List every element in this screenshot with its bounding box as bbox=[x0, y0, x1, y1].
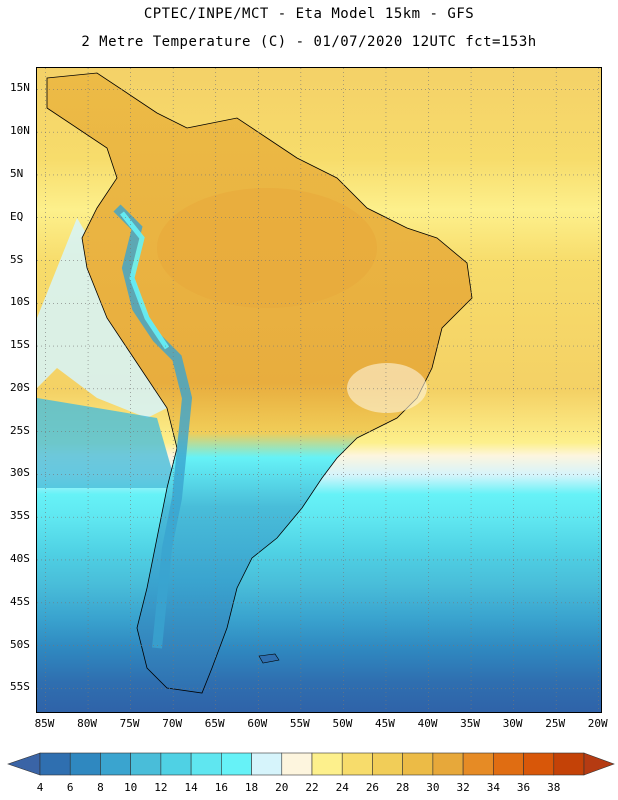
lon-tick-label: 70W bbox=[162, 717, 183, 730]
map-canvas bbox=[37, 68, 601, 712]
lat-tick-label: 30S bbox=[10, 466, 30, 480]
colorbar-tick-label: 18 bbox=[244, 781, 259, 794]
colorbar-swatch bbox=[432, 752, 464, 776]
andes-north-ridge bbox=[120, 211, 170, 350]
colorbar-swatch bbox=[130, 752, 162, 776]
lat-tick-label: 55S bbox=[10, 680, 30, 694]
colorbar-tick-label: 28 bbox=[396, 781, 410, 794]
colorbar-tick-label: 14 bbox=[184, 781, 198, 794]
andes-cold-ridge bbox=[113, 204, 193, 649]
falkland-islands bbox=[258, 653, 280, 664]
lon-tick-label: 60W bbox=[247, 717, 268, 730]
lat-tick-label: 40S bbox=[10, 551, 30, 565]
colorbar-swatch bbox=[69, 752, 101, 776]
colorbar-low-arrow bbox=[7, 752, 41, 776]
lon-tick-label: 45W bbox=[375, 717, 395, 730]
colorbar bbox=[7, 752, 615, 776]
map-title-line1: CPTEC/INPE/MCT - Eta Model 15km - GFS bbox=[143, 6, 475, 22]
colorbar-swatch bbox=[100, 752, 131, 776]
lon-tick-label: 35W bbox=[460, 717, 480, 730]
colorbar-tick-label: 8 bbox=[97, 781, 104, 794]
colorbar-swatch bbox=[221, 752, 252, 776]
lon-tick-label: 75W bbox=[119, 717, 140, 730]
lat-tick-label: 35S bbox=[10, 509, 30, 523]
colorbar-swatch bbox=[341, 752, 373, 776]
lon-tick-label: 40W bbox=[417, 717, 438, 730]
colorbar-tick-label: 30 bbox=[426, 781, 440, 794]
colorbar-high-arrow bbox=[583, 752, 615, 776]
colorbar-tick-label: 36 bbox=[516, 781, 531, 794]
colorbar-tick-label: 34 bbox=[486, 781, 500, 794]
lon-tick-label: 55W bbox=[289, 717, 310, 730]
colorbar-swatch bbox=[190, 752, 222, 776]
lat-tick-label: 5S bbox=[10, 252, 24, 266]
lat-tick-label: 45S bbox=[10, 594, 30, 608]
colorbar-tick-label: 16 bbox=[214, 781, 228, 794]
lon-tick-label: 50W bbox=[332, 717, 353, 730]
lon-tick-label: 20W bbox=[587, 717, 608, 730]
lat-tick-label: 15N bbox=[10, 81, 30, 95]
colorbar-swatch bbox=[251, 752, 283, 776]
lat-tick-label: 10S bbox=[10, 295, 30, 309]
amazon-warm-core bbox=[157, 188, 377, 308]
colorbar-tick-label: 4 bbox=[36, 781, 44, 794]
colorbar-swatch bbox=[402, 752, 434, 776]
brazil-highlands-cool bbox=[347, 363, 427, 413]
colorbar-swatch bbox=[160, 752, 192, 776]
lat-tick-label: 15S bbox=[10, 338, 30, 352]
colorbar-tick-label: 10 bbox=[124, 781, 138, 794]
pacific-cold-band bbox=[37, 398, 177, 488]
colorbar-tick-label: 24 bbox=[335, 781, 349, 794]
colorbar-tick-label: 32 bbox=[456, 781, 470, 794]
lat-tick-label: 10N bbox=[10, 124, 30, 138]
colorbar-swatch bbox=[493, 752, 524, 776]
colorbar-swatch bbox=[372, 752, 403, 776]
map-title-line2: 2 Metre Temperature (C) - 01/07/2020 12U… bbox=[81, 34, 537, 50]
colorbar-swatch bbox=[553, 752, 585, 776]
lon-tick-label: 30W bbox=[502, 717, 523, 730]
lon-tick-label: 25W bbox=[545, 717, 566, 730]
lon-tick-label: 85W bbox=[34, 717, 55, 730]
colorbar-swatch bbox=[462, 752, 494, 776]
colorbar-tick-label: 22 bbox=[305, 781, 319, 794]
colorbar-tick-label: 38 bbox=[547, 781, 561, 794]
colorbar-tick-label: 6 bbox=[66, 781, 74, 794]
lon-tick-label: 65W bbox=[204, 717, 225, 730]
colorbar-tick-label: 12 bbox=[154, 781, 168, 794]
lat-tick-label: 25S bbox=[10, 423, 30, 437]
colorbar-tick-label: 26 bbox=[365, 781, 380, 794]
lat-tick-label: 5N bbox=[10, 166, 24, 180]
lat-tick-label: 50S bbox=[10, 637, 30, 651]
colorbar-swatch bbox=[281, 752, 313, 776]
lat-tick-label: 20S bbox=[10, 380, 30, 394]
lon-tick-label: 80W bbox=[77, 717, 97, 730]
colorbar-swatch bbox=[311, 752, 343, 776]
lat-tick-label: EQ bbox=[10, 209, 24, 223]
pacific-cool-band bbox=[37, 218, 167, 418]
colorbar-swatch bbox=[523, 752, 555, 776]
temperature-map bbox=[36, 67, 602, 713]
colorbar-tick-label: 20 bbox=[275, 781, 289, 794]
colorbar-swatch bbox=[39, 752, 71, 776]
